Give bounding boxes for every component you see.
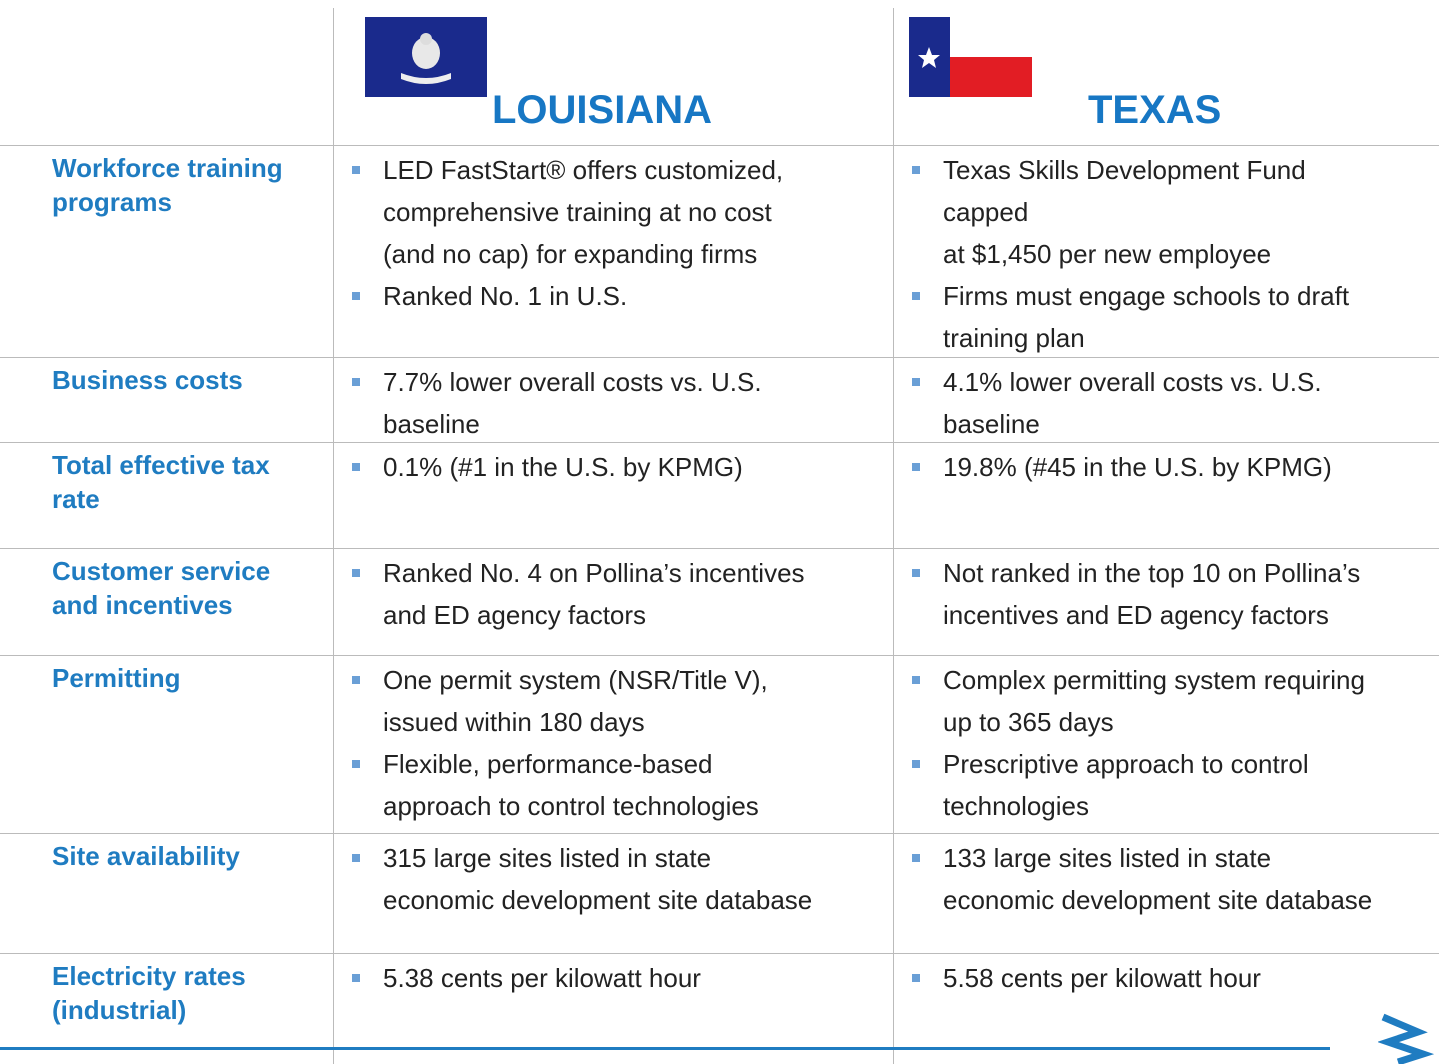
bullet-text: (and no cap) for expanding firms <box>383 239 758 269</box>
row-divider <box>0 145 1439 146</box>
row-label: Customer service <box>52 556 271 586</box>
bullet-text: 5.38 cents per kilowatt hour <box>383 963 701 993</box>
bullet-text: up to 365 days <box>943 707 1114 737</box>
bullet <box>352 760 360 768</box>
bullet-text: economic development site database <box>943 885 1373 915</box>
bullet <box>352 854 360 862</box>
bullet <box>912 676 920 684</box>
row-label: programs <box>52 187 172 217</box>
bullet <box>352 463 360 471</box>
bullet <box>912 463 920 471</box>
row-divider <box>0 548 1439 549</box>
bullet-text: Ranked No. 1 in U.S. <box>383 281 628 311</box>
bullet <box>912 292 920 300</box>
row-label: Electricity rates <box>52 961 246 991</box>
bullet-text: Texas Skills Development Fund <box>943 155 1306 185</box>
bullet <box>912 760 920 768</box>
bullet-text: Complex permitting system requiring <box>943 665 1365 695</box>
texas-flag <box>909 17 1032 97</box>
bullet-text: 4.1% lower overall costs vs. U.S. <box>943 367 1322 397</box>
bullet-text: at $1,450 per new employee <box>943 239 1272 269</box>
bullet <box>912 378 920 386</box>
row-divider <box>0 953 1439 954</box>
row-label: (industrial) <box>52 995 187 1025</box>
bullet <box>352 166 360 174</box>
row-label: Site availability <box>52 841 240 871</box>
row-divider <box>0 442 1439 443</box>
column-divider <box>333 8 334 1064</box>
bullet-text: 5.58 cents per kilowatt hour <box>943 963 1261 993</box>
bullet-text: incentives and ED agency factors <box>943 600 1329 630</box>
row-label: rate <box>52 484 100 514</box>
bullet-text: Flexible, performance-based <box>383 749 713 779</box>
bullet-text: 0.1% (#1 in the U.S. by KPMG) <box>383 452 743 482</box>
bullet-text: Firms must engage schools to draft <box>943 281 1350 311</box>
bullet <box>912 166 920 174</box>
bullet <box>912 974 920 982</box>
bullet-text: 133 large sites listed in state <box>943 843 1272 873</box>
bullet <box>912 854 920 862</box>
bullet <box>912 569 920 577</box>
bullet-text: baseline <box>383 409 480 439</box>
bullet-text: issued within 180 days <box>383 707 645 737</box>
bullet <box>352 974 360 982</box>
column-divider <box>893 8 894 1064</box>
row-divider <box>0 357 1439 358</box>
bullet-text: 19.8% (#45 in the U.S. by KPMG) <box>943 452 1332 482</box>
bullet-text: 315 large sites listed in state <box>383 843 712 873</box>
bullet-text: Ranked No. 4 on Pollina’s incentives <box>383 558 805 588</box>
bullet <box>352 676 360 684</box>
logo <box>1378 1013 1435 1064</box>
bullet-text: Not ranked in the top 10 on Pollina’s <box>943 558 1361 588</box>
row-label: Total effective tax <box>52 450 270 480</box>
bullet-text: baseline <box>943 409 1040 439</box>
header: LOUISIANA <box>492 88 712 132</box>
row-label: and incentives <box>52 590 233 620</box>
bullet <box>352 292 360 300</box>
bullet-text: technologies <box>943 791 1089 821</box>
bullet-text: capped <box>943 197 1029 227</box>
row-label: Workforce training <box>52 153 283 183</box>
bullet-text: and ED agency factors <box>383 600 647 630</box>
bullet-text: comprehensive training at no cost <box>383 197 772 227</box>
bullet-text: Prescriptive approach to control <box>943 749 1309 779</box>
bullet-text: 7.7% lower overall costs vs. U.S. <box>383 367 762 397</box>
bullet-text: training plan <box>943 323 1085 353</box>
row-label: Business costs <box>52 365 243 395</box>
bullet <box>352 378 360 386</box>
row-divider <box>0 655 1439 656</box>
bullet <box>352 569 360 577</box>
bullet-text: LED FastStart® offers customized, <box>383 155 784 185</box>
row-divider <box>0 833 1439 834</box>
bottom-rule <box>0 1047 1330 1050</box>
bullet-text: approach to control technologies <box>383 791 759 821</box>
louisiana-flag <box>365 17 487 97</box>
row-label: Permitting <box>52 663 181 693</box>
header: TEXAS <box>1088 88 1222 132</box>
bullet-text: One permit system (NSR/Title V), <box>383 665 768 695</box>
bullet-text: economic development site database <box>383 885 813 915</box>
